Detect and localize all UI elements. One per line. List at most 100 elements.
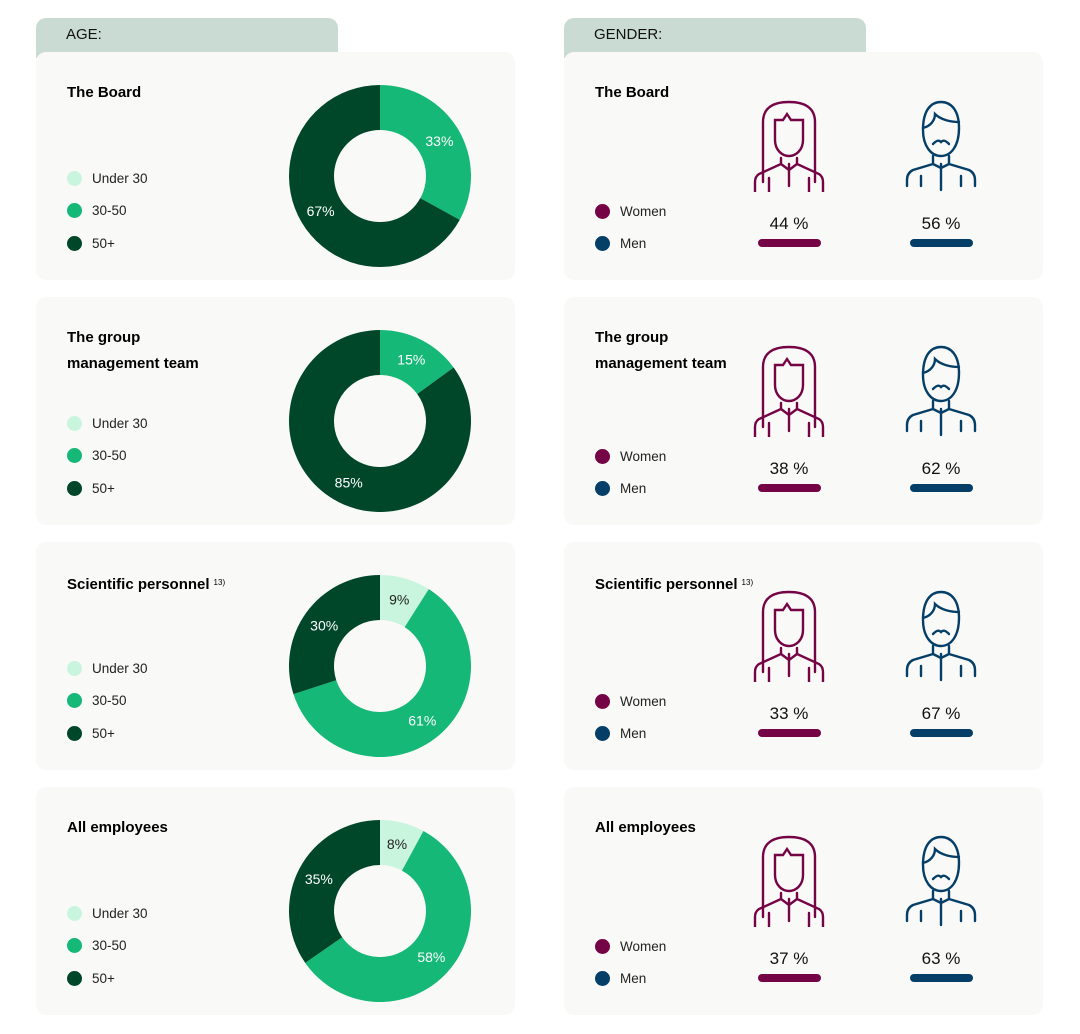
donut-slice-3050: [380, 330, 454, 394]
legend-dot: [67, 693, 82, 709]
donut-slice-50: [289, 330, 471, 512]
legend-dot: [595, 203, 610, 219]
legend-dot: [67, 905, 82, 921]
gender-header: GENDER:: [564, 18, 866, 58]
legend-label: Men: [620, 481, 647, 497]
legend-label: Under 30: [92, 170, 148, 186]
group-title: All employees: [67, 815, 227, 841]
legend-item: 50+: [67, 472, 148, 505]
woman-icon: [753, 835, 825, 935]
legend-item: 50+: [67, 717, 148, 750]
legend-item: Women: [595, 195, 666, 228]
woman-icon: [753, 345, 825, 445]
women-bar: [758, 974, 821, 982]
donut-label: 9%: [389, 592, 409, 608]
age-donut-chart: 9% 61% 30%: [289, 575, 471, 757]
legend-dot: [67, 415, 82, 431]
women-percent: 38 %: [769, 459, 809, 478]
legend-item: 30-50: [67, 685, 148, 718]
women-bar: [758, 239, 821, 247]
group-title: The group management team: [67, 325, 227, 377]
man-icon: [905, 345, 977, 442]
legend-label: Men: [620, 726, 647, 742]
legend-dot: [67, 170, 82, 186]
gender-card: The Board Women Men 44 % 56 %: [564, 52, 1043, 280]
legend-item: 30-50: [67, 195, 148, 228]
donut-label: 67%: [307, 203, 335, 219]
legend-label: Women: [620, 448, 667, 464]
legend-dot: [595, 236, 610, 252]
donut-label: 30%: [310, 617, 338, 633]
group-title-text: Scientific personnel: [595, 576, 738, 593]
legend-item: Women: [595, 930, 666, 963]
group-title: All employees: [595, 815, 755, 841]
legend-label: 50+: [92, 480, 115, 496]
men-bar: [910, 729, 973, 737]
donut-slice-50: [289, 85, 460, 267]
legend-dot: [67, 480, 82, 496]
group-title: The Board: [595, 80, 755, 106]
legend-label: 30-50: [92, 448, 127, 464]
women-percent: 44 %: [769, 214, 809, 233]
age-card: Scientific personnel 13) Under 30 30-50 50+…: [36, 542, 515, 770]
group-title-text: All employees: [67, 819, 168, 836]
woman-icon: [753, 590, 825, 690]
women-bar: [758, 484, 821, 492]
legend-dot: [595, 693, 610, 709]
legend-item: Men: [595, 473, 666, 506]
group-title: Scientific personnel 13): [595, 570, 755, 598]
footnote-ref: 13): [741, 578, 754, 587]
legend-label: 50+: [92, 235, 115, 251]
legend-label: Under 30: [92, 415, 148, 431]
men-percent: 67 %: [921, 704, 961, 723]
legend-item: 50+: [67, 962, 148, 995]
donut-label: 61%: [408, 713, 436, 729]
man-icon: [905, 100, 977, 197]
legend-item: Under 30: [67, 652, 148, 685]
legend-dot: [67, 660, 82, 676]
group-title-text: The group management team: [67, 329, 199, 372]
age-legend: Under 30 30-50 50+: [67, 897, 148, 995]
women-bar: [758, 729, 821, 737]
donut-label: 35%: [305, 871, 333, 887]
gender-legend: Women Men: [595, 930, 666, 995]
legend-item: Under 30: [67, 162, 148, 195]
legend-label: Under 30: [92, 660, 148, 676]
legend-dot: [595, 448, 610, 464]
group-title: Scientific personnel 13): [67, 570, 227, 598]
men-bar: [910, 974, 973, 982]
legend-item: 30-50: [67, 930, 148, 963]
donut-slice-3050: [293, 589, 471, 757]
footnote-ref: 13): [213, 578, 226, 587]
gender-header-label: GENDER:: [594, 26, 663, 43]
legend-dot: [67, 235, 82, 251]
legend-dot: [595, 971, 610, 987]
men-bar: [910, 484, 973, 492]
donut-slice-under30: [380, 820, 424, 871]
woman-icon: [753, 100, 825, 200]
legend-dot: [67, 938, 82, 954]
age-header: AGE:: [36, 18, 338, 58]
gender-card: All employees Women Men 37 % 63 %: [564, 787, 1043, 1015]
women-percent: 33 %: [769, 704, 809, 723]
age-legend: Under 30 30-50 50+: [67, 652, 148, 750]
legend-dot: [67, 970, 82, 986]
men-percent: 56 %: [921, 214, 961, 233]
donut-slice-50: [289, 820, 380, 963]
men-percent: 63 %: [921, 949, 961, 968]
legend-item: Men: [595, 963, 666, 996]
group-title-text: The Board: [595, 84, 670, 101]
legend-item: Under 30: [67, 407, 148, 440]
age-card: All employees Under 30 30-50 50+ 8% 58% 35%: [36, 787, 515, 1015]
group-title: The Board: [67, 80, 227, 106]
legend-label: 50+: [92, 725, 115, 741]
man-icon: [905, 590, 977, 687]
age-card: The Board Under 30 30-50 50+ 33% 67%: [36, 52, 515, 280]
legend-dot: [595, 938, 610, 954]
age-donut-chart: 33% 67%: [289, 85, 471, 267]
legend-item: Women: [595, 440, 666, 473]
women-percent: 37 %: [769, 949, 809, 968]
legend-item: 50+: [67, 227, 148, 260]
group-title-text: All employees: [595, 819, 696, 836]
age-legend: Under 30 30-50 50+: [67, 407, 148, 505]
